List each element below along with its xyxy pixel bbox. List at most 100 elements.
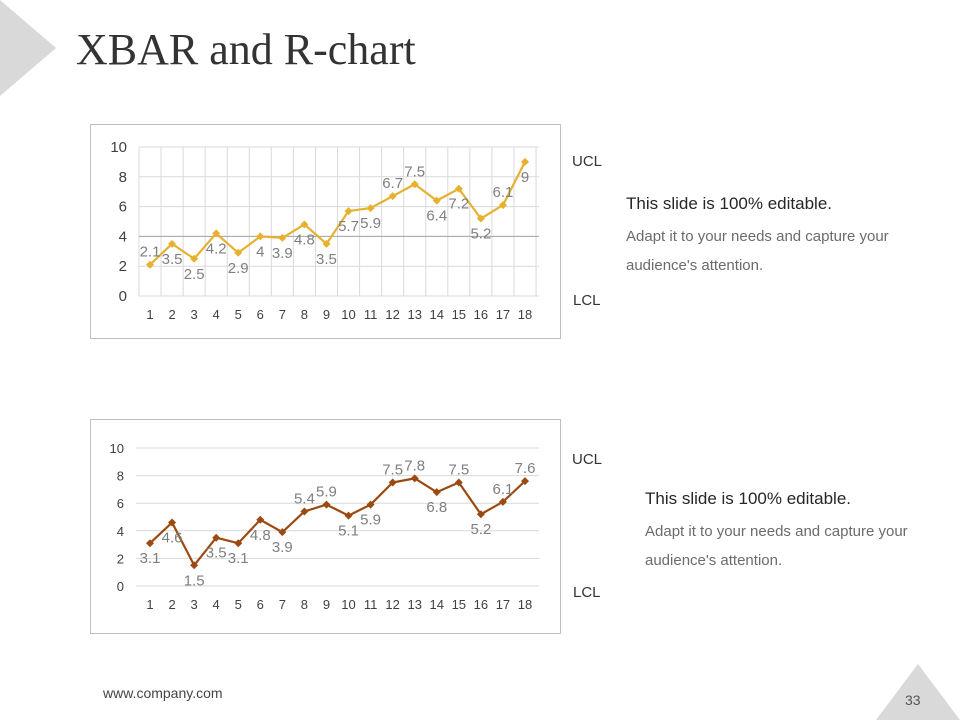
r-data-label: 7.5: [448, 462, 469, 479]
r-y-tick-label: 4: [117, 524, 124, 539]
r-data-point: [278, 528, 287, 537]
xbar-x-tick-label: 14: [430, 307, 444, 322]
r-data-point: [521, 477, 529, 486]
r-data-label: 7.5: [382, 462, 403, 479]
xbar-data-label: 4: [256, 243, 264, 260]
r-data-label: 3.1: [140, 550, 161, 567]
xbar-x-tick-label: 17: [496, 307, 510, 322]
xbar-ucl-label: UCL: [572, 153, 603, 170]
r-x-tick-label: 5: [235, 597, 242, 612]
r-x-tick-label: 7: [279, 597, 286, 612]
xbar-data-point: [410, 180, 419, 189]
r-data-label: 3.1: [228, 550, 249, 567]
r-y-tick-label: 10: [110, 441, 124, 456]
r-data-label: 5.2: [470, 521, 491, 538]
xbar-data-point: [190, 254, 199, 263]
r-x-tick-label: 9: [323, 597, 330, 612]
xbar-data-point: [212, 229, 221, 238]
r-x-tick-label: 17: [496, 597, 510, 612]
xbar-data-label: 5.9: [360, 215, 381, 232]
r-y-tick-label: 0: [117, 579, 124, 594]
r-data-point: [322, 500, 331, 509]
r-data-label: 4.8: [250, 527, 271, 544]
xbar-data-label: 3.5: [162, 251, 183, 268]
r-chart: 0 2 4 6 8 10 1 2 3 4 5 6 7 8 9 10 11 12 13 14 15 16 17 18 3.1 4.6…: [90, 419, 561, 634]
xbar-x-tick-label: 18: [518, 307, 532, 322]
xbar-y-tick-label: 2: [119, 258, 127, 275]
footer-url[interactable]: www.company.com: [103, 685, 223, 701]
r-data-label: 4.6: [162, 530, 183, 547]
r-data-point: [432, 488, 441, 497]
xbar-x-tick-label: 7: [279, 307, 286, 322]
r-data-point: [476, 510, 485, 519]
note-2: This slide is 100% editable. Adapt it to…: [645, 489, 945, 575]
xbar-data-point: [300, 220, 309, 229]
xbar-x-tick-label: 13: [407, 307, 421, 322]
r-x-tick-label: 16: [474, 597, 488, 612]
r-data-point: [454, 478, 463, 487]
r-data-point: [146, 539, 154, 548]
xbar-x-tick-label: 8: [301, 307, 308, 322]
xbar-data-label: 3.9: [272, 245, 293, 262]
r-data-label: 5.9: [316, 484, 337, 501]
r-series-line: [149, 477, 526, 567]
xbar-y-tick-label: 6: [119, 199, 127, 216]
note-2-body: Adapt it to your needs and capture your …: [645, 523, 908, 569]
xbar-data-label: 5.7: [338, 218, 359, 235]
page-title: XBAR and R-chart: [76, 25, 416, 74]
r-y-tick-label: 2: [117, 551, 124, 566]
r-data-point: [344, 511, 353, 520]
xbar-data-label: 4.8: [294, 231, 315, 248]
r-data-label: 7.6: [515, 460, 536, 477]
xbar-x-tick-label: 15: [452, 307, 466, 322]
r-data-label: 6.1: [493, 481, 514, 498]
r-x-tick-label: 13: [407, 597, 421, 612]
r-data-label: 5.4: [294, 490, 315, 507]
xbar-data-label: 2.5: [184, 266, 205, 283]
r-x-tick-label: 4: [213, 597, 220, 612]
r-data-label: 3.5: [206, 545, 227, 562]
xbar-data-point: [498, 201, 507, 210]
xbar-data-point: [432, 196, 441, 205]
xbar-x-tick-label: 6: [257, 307, 264, 322]
r-data-label: 3.9: [272, 539, 293, 556]
xbar-data-label: 9: [521, 169, 529, 186]
xbar-data-point: [366, 204, 375, 213]
r-data-label: 7.8: [404, 457, 425, 474]
xbar-data-label: 7.5: [404, 163, 425, 180]
xbar-data-point: [344, 207, 353, 216]
r-ucl-label: UCL: [572, 451, 603, 468]
xbar-data-point: [454, 184, 463, 193]
r-x-tick-label: 15: [452, 597, 466, 612]
r-data-label: 6.8: [426, 499, 447, 516]
xbar-x-tick-label: 5: [235, 307, 242, 322]
r-x-tick-label: 18: [518, 597, 532, 612]
xbar-data-label: 2.1: [140, 244, 161, 261]
r-data-label: 5.1: [338, 523, 359, 540]
note-2-heading: This slide is 100% editable.: [645, 489, 852, 508]
xbar-y-tick-label: 0: [119, 288, 127, 305]
xbar-x-tick-label: 1: [146, 307, 153, 322]
xbar-x-tick-label: 12: [385, 307, 399, 322]
r-x-tick-label: 10: [341, 597, 355, 612]
r-data-point: [234, 539, 243, 548]
xbar-lcl-label: LCL: [573, 292, 601, 309]
r-data-point: [168, 518, 177, 527]
r-data-point: [300, 507, 309, 516]
r-y-tick-label: 6: [117, 496, 124, 511]
r-data-point: [366, 500, 375, 509]
xbar-data-point: [521, 157, 529, 166]
xbar-x-tick-label: 9: [323, 307, 330, 322]
r-data-point: [388, 478, 397, 487]
xbar-y-tick-label: 8: [119, 169, 127, 186]
r-x-tick-label: 3: [191, 597, 198, 612]
r-x-tick-label: 6: [257, 597, 264, 612]
xbar-data-label: 6.7: [382, 175, 403, 192]
xbar-x-tick-label: 11: [364, 307, 378, 322]
xbar-data-point: [256, 232, 265, 241]
r-data-point: [190, 561, 199, 570]
xbar-series-line: [149, 161, 526, 266]
r-x-tick-label: 1: [146, 597, 153, 612]
note-1-body: Adapt it to your needs and capture your …: [626, 228, 889, 274]
xbar-data-label: 4.2: [206, 240, 227, 257]
